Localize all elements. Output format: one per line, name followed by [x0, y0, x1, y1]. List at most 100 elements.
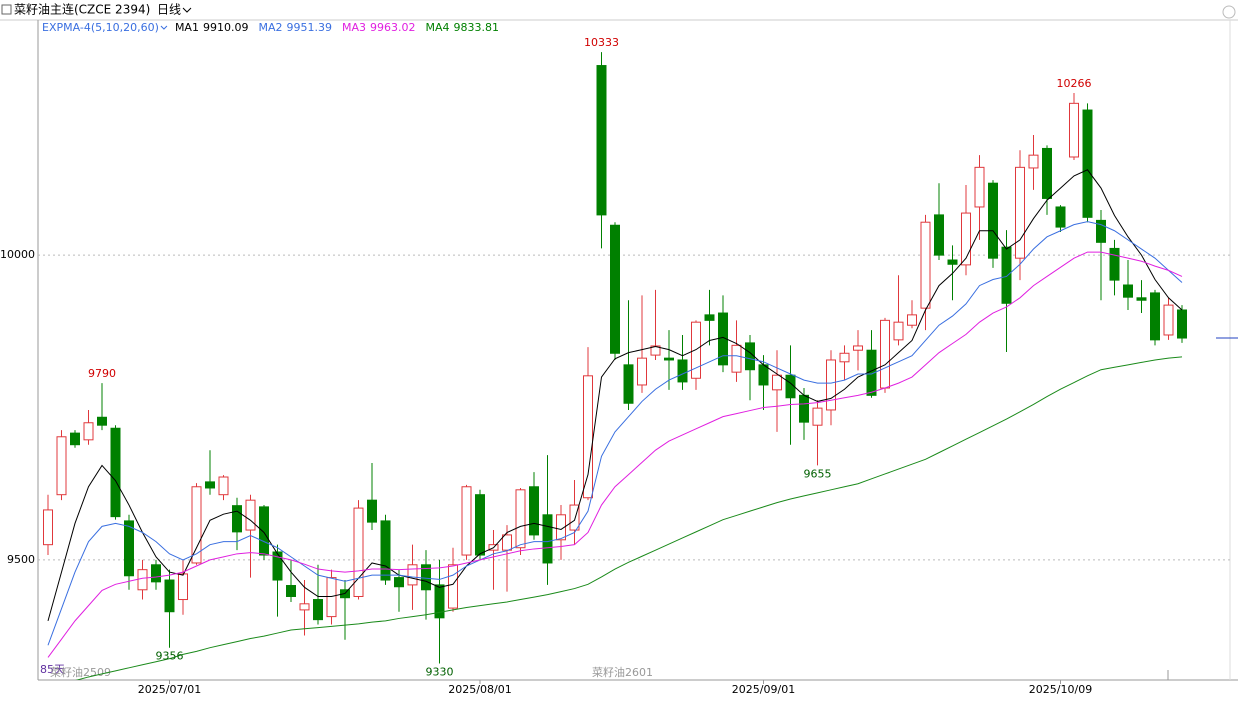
candle-body [1136, 297, 1147, 301]
indicator-name: EXPMA-4(5,10,20,60) [42, 21, 159, 34]
ma-line [47, 169, 1183, 622]
legend-value: 9833.81 [454, 21, 500, 34]
candle-body [151, 564, 161, 583]
candle-body [947, 259, 958, 265]
x-tick-label: 2025/08/01 [448, 683, 511, 696]
candle-body [461, 486, 472, 556]
ma-line [47, 251, 1183, 658]
candle-body [853, 345, 863, 351]
candle-body [475, 494, 485, 556]
instrument-title: 菜籽油主连(CZCE 2394) [14, 2, 150, 17]
candle-body [907, 314, 917, 326]
candle-body [1069, 102, 1079, 158]
candle-body [529, 486, 539, 536]
period-selector[interactable]: 日线 [157, 3, 181, 17]
candle-body [610, 224, 620, 354]
candle-body [556, 514, 566, 541]
candle-body [286, 585, 296, 597]
candle-body [1109, 247, 1120, 281]
candle-body [245, 499, 256, 531]
candle-body [583, 375, 593, 499]
candle-body [745, 342, 755, 371]
legend-value: 9910.09 [203, 21, 249, 34]
candle-body [1028, 154, 1039, 169]
candle-body [772, 374, 782, 391]
candle-body [758, 364, 769, 386]
candle-body [569, 504, 580, 531]
candle-body [421, 564, 431, 591]
candle-body [812, 407, 823, 426]
candle-body [1042, 147, 1052, 199]
contract-label: 菜籽油2601 [592, 665, 653, 679]
candle-body [164, 579, 175, 613]
candle-body [43, 509, 53, 546]
candle-body [677, 359, 688, 383]
candle-body [272, 551, 283, 581]
ma-line [47, 221, 1183, 646]
caret [160, 25, 168, 30]
legend-value: 9963.02 [370, 21, 416, 34]
settings-button[interactable] [1222, 5, 1236, 19]
candle-body [961, 212, 971, 266]
candle-body [56, 436, 67, 496]
day-count: 85天 [40, 663, 65, 676]
candle-body [704, 314, 715, 321]
candle-body [70, 432, 80, 446]
candle-body [1001, 246, 1012, 304]
y-tick-label: 9500 [7, 553, 35, 566]
candle-body [974, 166, 985, 208]
candle-body [515, 489, 526, 549]
candle-body [880, 319, 890, 389]
candle-body [920, 221, 931, 309]
candle-body [83, 422, 94, 441]
candle-body [448, 564, 458, 609]
candle-body [205, 481, 215, 489]
high-label: 10266 [1057, 77, 1092, 90]
x-tick-label: 2025/10/09 [1029, 683, 1092, 696]
candle-body [785, 374, 796, 399]
candle-body [313, 599, 323, 621]
high-label: 10333 [584, 36, 619, 49]
candle-body [1096, 219, 1106, 243]
contract-label: 菜籽油2509 [50, 665, 111, 679]
candle-body [893, 321, 904, 341]
candle-body [434, 584, 445, 619]
candle-body [988, 182, 998, 259]
menu-icon[interactable] [1, 4, 12, 15]
candle-body [542, 514, 553, 564]
candle-body [691, 321, 701, 379]
low-label: 9356 [156, 650, 184, 663]
candle-body [1177, 309, 1187, 339]
candle-body [1150, 292, 1160, 341]
candle-body [232, 505, 242, 533]
candle-body [799, 394, 809, 423]
legend-name: MA2 [258, 21, 282, 34]
candle-body [191, 486, 202, 564]
candle-body [110, 427, 121, 518]
x-tick-label: 2025/09/01 [732, 683, 795, 696]
candle-body [1082, 109, 1093, 218]
candle-body [1015, 166, 1025, 259]
caret [182, 7, 192, 13]
low-label: 9330 [426, 666, 454, 679]
candle-body [650, 345, 661, 356]
candle-body [299, 603, 310, 611]
x-tick-label: 2025/07/01 [138, 683, 201, 696]
candle-body [731, 344, 742, 373]
candle-body [137, 569, 148, 591]
candle-body [259, 506, 269, 556]
candle-body [178, 573, 188, 601]
plot-area [43, 52, 1187, 680]
candle-body [124, 520, 134, 577]
candle-body [1163, 304, 1174, 336]
candle-body [380, 520, 391, 581]
candle-body [934, 214, 944, 256]
candle-body [596, 65, 607, 216]
low-label: 9655 [804, 467, 832, 480]
ma-line [75, 356, 1183, 680]
legend-name: MA4 [425, 21, 449, 34]
candle-body [502, 534, 512, 551]
legend-value: 9951.39 [286, 21, 332, 34]
